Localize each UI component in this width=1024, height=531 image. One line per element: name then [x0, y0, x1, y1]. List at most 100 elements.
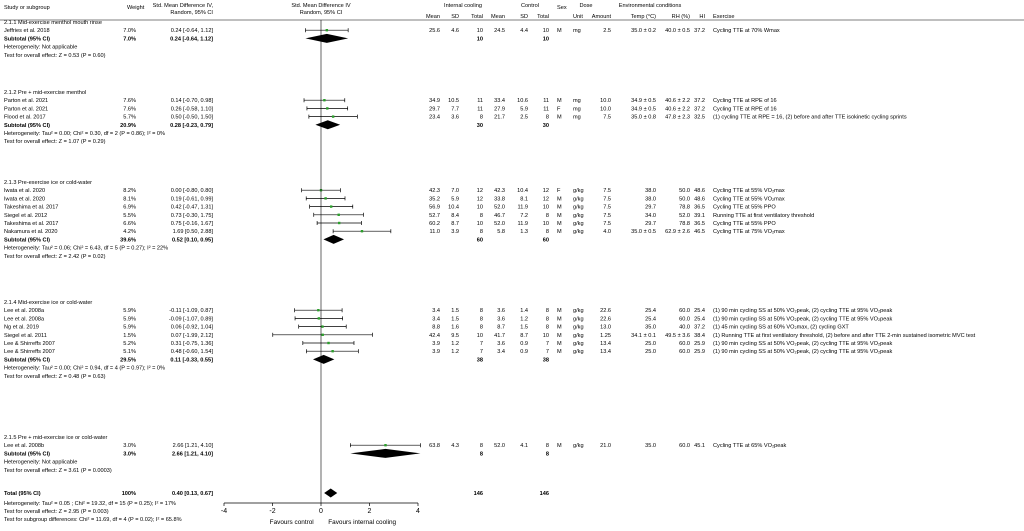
heat-index: 48.6: [694, 188, 705, 194]
study-weight: 7.0%: [123, 28, 136, 34]
study-weight: 1.5%: [123, 333, 136, 339]
dose-amount: 10.0: [600, 106, 611, 112]
total-label: Total (95% CI): [4, 491, 41, 497]
subtotal-ctl-total: 60: [543, 237, 549, 243]
header-study: Study or subgroup: [4, 5, 50, 11]
int-sd: 5.9: [451, 196, 459, 202]
subtotal-int-total: 38: [477, 357, 483, 363]
ctl-total: 10: [543, 28, 549, 34]
dose-unit: mg: [573, 106, 581, 112]
ctl-total: 7: [546, 349, 549, 355]
exercise: Cycling TTE at 75% VO₂max: [713, 229, 785, 235]
int-mean: 11.0: [430, 229, 440, 235]
rh: 40.6 ± 2.2: [665, 106, 690, 112]
ctl-total: 7: [546, 341, 549, 347]
sex: M: [557, 443, 562, 449]
study-name: Lee et al. 2008a: [4, 308, 45, 314]
temp: 25.4: [645, 316, 656, 322]
ctl-total: 8: [546, 443, 549, 449]
int-mean: 8.8: [432, 325, 440, 331]
sex: F: [557, 106, 561, 112]
footer-stat: Test for subgroup differences: Chi² = 11…: [4, 517, 182, 523]
subtotal-weight: 3.0%: [123, 451, 136, 457]
subtotal-diamond: [305, 33, 349, 43]
int-mean: 34.9: [429, 98, 440, 104]
ctl-mean: 33.8: [494, 196, 505, 202]
int-sd: 1.6: [451, 325, 459, 331]
heat-index: 25.9: [694, 349, 705, 355]
study-name: Parton et al. 2021: [4, 106, 48, 112]
dose-amount: 13.4: [600, 349, 611, 355]
study-weight: 5.5%: [123, 213, 136, 219]
dose-unit: g/kg: [573, 188, 584, 194]
header-smd-2: Random, 95% CI: [170, 10, 213, 16]
ctl-mean: 5.8: [497, 229, 505, 235]
study-weight: 6.6%: [123, 221, 136, 227]
subgroup-heterogeneity: Heterogeneity: Not applicable: [4, 460, 77, 466]
total-weight: 100%: [122, 491, 136, 497]
rh: 52.0: [679, 213, 690, 219]
heat-index: 36.5: [694, 221, 705, 227]
exercise: (1) 90 min cycling SS at 50% VO₂peak, (2…: [713, 316, 892, 322]
study-weight: 5.9%: [123, 308, 136, 314]
ctl-mean: 52.0: [494, 443, 505, 449]
point-estimate: [331, 115, 335, 118]
heat-index: 46.5: [694, 229, 705, 235]
subtotal-ctl-total: 30: [543, 123, 549, 129]
point-estimate: [326, 107, 329, 110]
ctl-total: 12: [543, 188, 549, 194]
rh: 50.0: [679, 188, 690, 194]
int-sd: 4.3: [451, 443, 459, 449]
int-sd: 7.7: [451, 106, 459, 112]
ctl-total: 12: [543, 196, 549, 202]
subtotal-int-total: 10: [477, 36, 483, 42]
point-estimate: [384, 444, 387, 447]
exercise: (1) 45 min cycling SS at 60% VO₂max, (2)…: [713, 325, 849, 331]
int-sd: 10.5: [448, 98, 459, 104]
header-temp: Temp (°C): [631, 14, 656, 20]
temp: 35.0: [645, 325, 656, 331]
study-name: Takeshima et al. 2017: [4, 205, 58, 211]
int-total: 10: [477, 221, 483, 227]
subgroup-title: 2.1.4 Mid-exercise ice or cold-water: [4, 300, 92, 306]
temp: 35.0 ± 0.8: [631, 115, 656, 121]
dose-unit: g/kg: [573, 196, 584, 202]
subgroup-overall-test: Test for overall effect: Z = 0.48 (P = 0…: [4, 374, 106, 380]
int-sd: 9.5: [451, 333, 459, 339]
ctl-sd: 1.4: [520, 308, 528, 314]
study-weight: 5.9%: [123, 325, 136, 331]
study-weight: 5.1%: [123, 349, 136, 355]
subtotal-weight: 7.0%: [123, 36, 136, 42]
ctl-total: 10: [543, 221, 549, 227]
heat-index: 25.9: [694, 341, 705, 347]
int-total: 8: [480, 115, 483, 121]
ctl-sd: 1.5: [520, 325, 528, 331]
ctl-total: 8: [546, 229, 549, 235]
header-plot-2: Random, 95% CI: [300, 10, 343, 16]
int-sd: 1.5: [451, 316, 459, 322]
int-sd: 3.6: [451, 115, 459, 121]
int-total: 12: [477, 188, 483, 194]
header-ctl-sd: SD: [520, 14, 528, 20]
int-mean: 42.3: [429, 188, 440, 194]
int-mean: 29.7: [429, 106, 440, 112]
sex: M: [557, 115, 562, 121]
ctl-sd: 8.7: [520, 333, 528, 339]
dose-amount: 2.5: [603, 28, 611, 34]
temp: 25.4: [645, 308, 656, 314]
study-name: Takeshima et al. 2017: [4, 221, 58, 227]
study-ci: 0.07 [-1.99, 2.12]: [171, 333, 214, 339]
exercise: Cycling TTE at 70% Wmax: [713, 28, 780, 34]
ctl-sd: 1.2: [520, 316, 528, 322]
x-tick-label: 0: [319, 508, 323, 515]
ctl-mean: 3.6: [497, 316, 505, 322]
study-ci: 1.69 [0.50, 2.88]: [173, 229, 214, 235]
exercise: Cycling TTE at 55% VO₂max: [713, 196, 785, 202]
sex: M: [557, 349, 562, 355]
dose-amount: 7.5: [603, 115, 611, 121]
point-estimate: [325, 29, 329, 32]
subtotal-label: Subtotal (95% CI): [4, 451, 50, 457]
ctl-mean: 52.0: [494, 221, 505, 227]
int-total: 10: [477, 333, 483, 339]
